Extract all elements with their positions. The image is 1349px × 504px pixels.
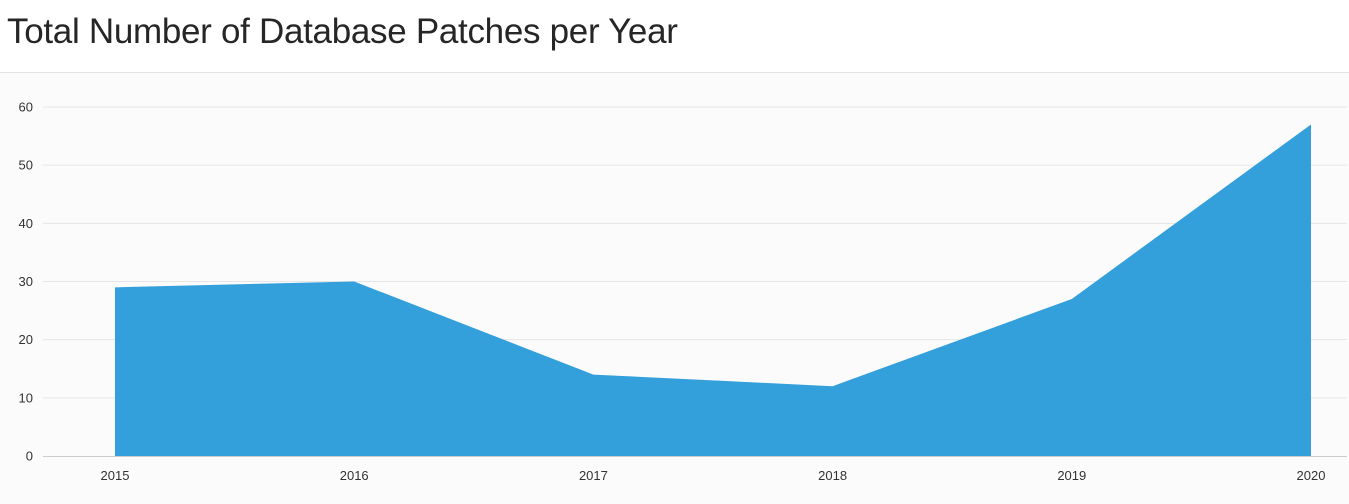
x-tick-label-2019: 2019 xyxy=(1057,468,1086,483)
x-tick-label-2015: 2015 xyxy=(101,468,130,483)
chart-title: Total Number of Database Patches per Yea… xyxy=(7,12,678,51)
x-tick-label-2016: 2016 xyxy=(340,468,369,483)
y-tick-label-50: 50 xyxy=(19,158,33,173)
y-tick-label-60: 60 xyxy=(19,100,33,115)
y-tick-label-20: 20 xyxy=(19,332,33,347)
x-tick-labels: 2015 2016 2017 2018 2019 2020 xyxy=(101,468,1326,483)
y-tick-label-40: 40 xyxy=(19,216,33,231)
x-tick-label-2018: 2018 xyxy=(818,468,847,483)
y-tick-labels: 0 10 20 30 40 50 60 xyxy=(19,100,33,464)
y-tick-label-0: 0 xyxy=(26,449,33,464)
y-tick-label-10: 10 xyxy=(19,390,33,405)
area-series-fill xyxy=(115,124,1311,456)
area-chart: 0 10 20 30 40 50 60 2015 2016 2017 2018 2019 2020 xyxy=(19,100,1347,483)
area-series xyxy=(114,124,1312,456)
chart-panel: 0 10 20 30 40 50 60 2015 2016 2017 2018 2019 2020 xyxy=(0,72,1349,504)
x-tick-label-2020: 2020 xyxy=(1297,468,1326,483)
y-tick-label-30: 30 xyxy=(19,274,33,289)
x-tick-label-2017: 2017 xyxy=(579,468,608,483)
